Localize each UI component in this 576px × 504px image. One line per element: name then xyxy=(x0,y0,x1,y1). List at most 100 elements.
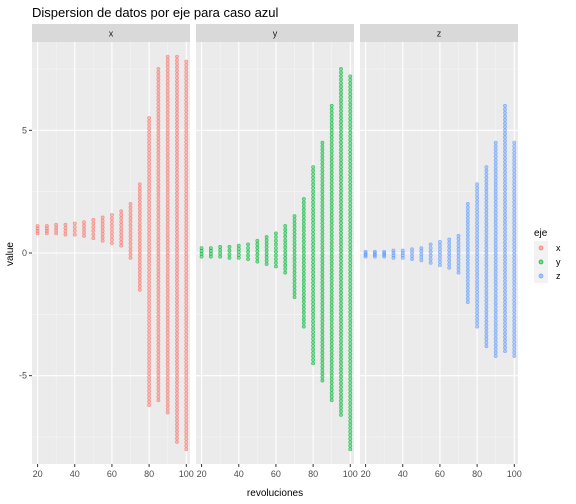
data-point xyxy=(503,234,506,237)
data-point xyxy=(349,170,352,173)
data-point xyxy=(349,367,352,370)
data-point xyxy=(321,200,324,203)
data-point xyxy=(157,235,160,238)
data-point xyxy=(185,91,188,94)
data-point xyxy=(513,141,516,144)
data-point xyxy=(175,346,178,349)
data-point xyxy=(339,78,342,81)
data-point xyxy=(339,88,342,91)
data-point xyxy=(237,253,240,256)
data-point xyxy=(321,323,324,326)
data-point xyxy=(138,246,141,249)
data-point xyxy=(175,227,178,230)
data-point xyxy=(185,182,188,185)
data-point xyxy=(157,99,160,102)
data-point xyxy=(101,219,104,222)
data-point xyxy=(73,229,76,232)
data-point xyxy=(274,246,277,249)
data-point xyxy=(503,272,506,275)
data-point xyxy=(349,194,352,197)
data-point xyxy=(302,236,305,239)
data-point xyxy=(185,137,188,140)
data-point xyxy=(166,202,169,205)
data-point xyxy=(321,298,324,301)
data-point xyxy=(157,399,160,402)
data-point xyxy=(321,372,324,375)
data-point xyxy=(476,263,479,266)
data-point xyxy=(175,76,178,79)
data-point xyxy=(185,291,188,294)
data-point xyxy=(513,316,516,319)
data-point xyxy=(503,290,506,293)
data-point xyxy=(256,257,259,260)
data-point xyxy=(138,207,141,210)
data-point xyxy=(175,276,178,279)
data-point xyxy=(339,260,342,263)
data-point xyxy=(321,277,324,280)
data-point xyxy=(349,131,352,134)
data-point xyxy=(166,338,169,341)
data-point xyxy=(476,235,479,238)
data-point xyxy=(503,332,506,335)
data-point xyxy=(312,344,315,347)
data-point xyxy=(457,268,460,271)
data-point xyxy=(185,102,188,105)
data-point xyxy=(349,205,352,208)
data-point xyxy=(284,239,287,242)
data-point xyxy=(246,254,249,257)
data-point xyxy=(185,151,188,154)
data-point xyxy=(185,399,188,402)
data-point xyxy=(476,276,479,279)
data-point xyxy=(175,150,178,153)
data-point xyxy=(185,144,188,147)
data-point xyxy=(503,350,506,353)
data-point xyxy=(513,190,516,193)
data-point xyxy=(157,238,160,241)
data-point xyxy=(138,267,141,270)
data-point xyxy=(312,355,315,358)
data-point xyxy=(293,274,296,277)
data-point xyxy=(82,227,85,230)
data-point xyxy=(312,362,315,365)
data-point xyxy=(175,426,178,429)
data-point xyxy=(284,228,287,231)
data-point xyxy=(476,249,479,252)
data-point xyxy=(339,102,342,105)
data-point xyxy=(485,222,488,225)
data-point xyxy=(157,193,160,196)
data-point xyxy=(175,241,178,244)
data-point xyxy=(485,197,488,200)
data-point xyxy=(438,254,441,257)
data-point xyxy=(330,146,333,149)
data-point xyxy=(330,129,333,132)
data-point xyxy=(175,419,178,422)
data-point xyxy=(175,437,178,440)
data-point xyxy=(148,358,151,361)
data-point xyxy=(175,318,178,321)
data-point xyxy=(175,178,178,181)
data-point xyxy=(349,427,352,430)
data-point xyxy=(293,264,296,267)
data-point xyxy=(349,346,352,349)
data-point xyxy=(494,162,497,165)
x-tick-label: 60 xyxy=(435,469,445,479)
data-point xyxy=(503,336,506,339)
data-point xyxy=(185,109,188,112)
data-point xyxy=(339,305,342,308)
data-point xyxy=(494,284,497,287)
data-point xyxy=(513,204,516,207)
data-point xyxy=(148,365,151,368)
data-point xyxy=(330,122,333,125)
data-point xyxy=(166,341,169,344)
data-point xyxy=(339,183,342,186)
data-point xyxy=(321,204,324,207)
data-point xyxy=(392,249,395,252)
data-point xyxy=(157,339,160,342)
data-point xyxy=(185,441,188,444)
data-point xyxy=(73,233,76,236)
data-point xyxy=(494,291,497,294)
data-point xyxy=(157,221,160,224)
data-point xyxy=(175,125,178,128)
data-point xyxy=(175,405,178,408)
data-point xyxy=(284,260,287,263)
